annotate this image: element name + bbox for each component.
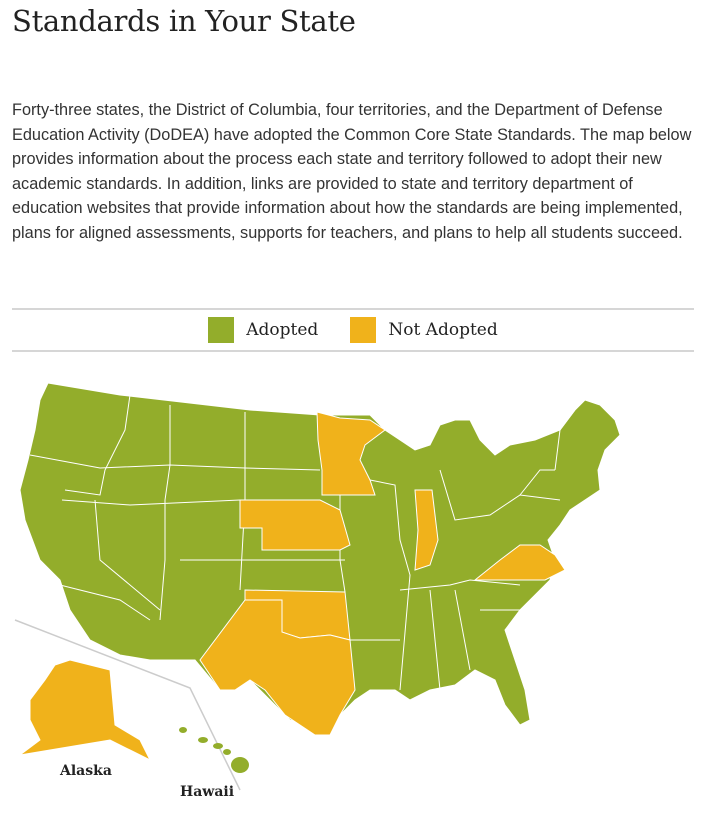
page-title: Standards in Your State (12, 4, 356, 38)
state-borders (29, 394, 576, 691)
legend-item-not-adopted: Not Adopted (350, 317, 498, 343)
us-state-map[interactable]: Alaska Hawaii (0, 355, 715, 814)
state-minnesota[interactable] (316, 411, 386, 496)
map-legend: Adopted Not Adopted (12, 308, 694, 352)
legend-label: Not Adopted (388, 320, 498, 340)
adopted-swatch (208, 317, 235, 343)
intro-paragraph: Forty-three states, the District of Colu… (12, 101, 692, 242)
hawaii-label: Hawaii (180, 784, 234, 800)
contiguous-us[interactable] (19, 382, 621, 736)
state-hawaii[interactable] (179, 727, 249, 773)
legend-label: Adopted (246, 320, 319, 340)
state-virginia[interactable] (473, 544, 566, 581)
inset-divider (14, 619, 241, 791)
state-indiana[interactable] (414, 489, 439, 571)
legend-item-adopted: Adopted (208, 317, 318, 343)
state-alaska[interactable] (19, 659, 152, 762)
state-nebraska[interactable] (239, 499, 351, 551)
state-texas[interactable] (199, 599, 356, 736)
not-adopted-swatch (350, 317, 377, 343)
alaska-label: Alaska (59, 763, 112, 779)
